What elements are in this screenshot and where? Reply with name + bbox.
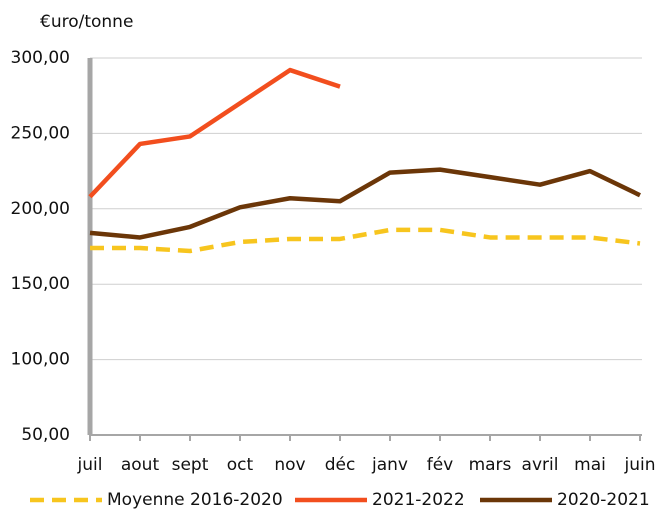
y-tick-label: 100,00 bbox=[11, 350, 70, 370]
x-tick-label: avril bbox=[522, 455, 559, 475]
y-tick-label: 150,00 bbox=[11, 274, 70, 294]
x-tick-label: sept bbox=[172, 455, 209, 475]
x-tick-label: déc bbox=[325, 455, 356, 475]
x-tick-label: mai bbox=[574, 455, 606, 475]
x-tick-label: mars bbox=[469, 455, 512, 475]
legend-label: Moyenne 2016-2020 bbox=[107, 490, 283, 510]
x-tick-label: juil bbox=[77, 455, 103, 475]
y-tick-label: 300,00 bbox=[11, 48, 70, 68]
series-line bbox=[89, 167, 641, 240]
y-tick-label: 250,00 bbox=[11, 123, 70, 143]
x-tick-label: oct bbox=[227, 455, 254, 475]
x-tick-label: aout bbox=[121, 455, 160, 475]
legend-label: 2020-2021 bbox=[557, 490, 650, 510]
x-tick-label: fév bbox=[427, 455, 454, 475]
x-tick-label: nov bbox=[274, 455, 305, 475]
series-line bbox=[90, 227, 641, 254]
y-axis-label: €uro/tonne bbox=[40, 12, 133, 32]
legend-label: 2021-2022 bbox=[372, 490, 465, 510]
series-line bbox=[88, 67, 341, 199]
x-tick-label: janv bbox=[371, 455, 408, 475]
y-tick-label: 200,00 bbox=[11, 199, 70, 219]
x-tick-label: juin bbox=[624, 455, 656, 475]
y-tick-label: 50,00 bbox=[21, 425, 70, 445]
